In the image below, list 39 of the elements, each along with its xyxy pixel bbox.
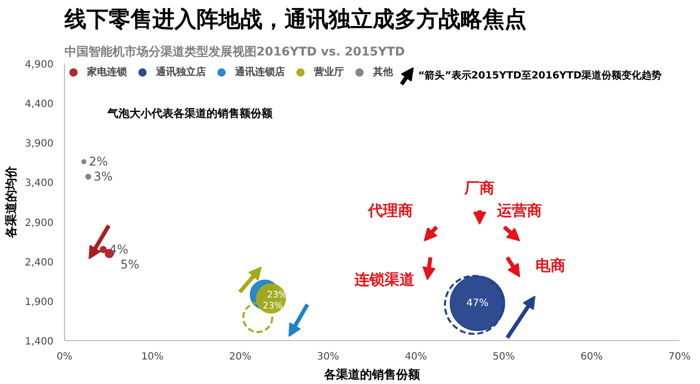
- legend-label: 其他: [373, 66, 393, 79]
- annotation: 4%: [109, 242, 128, 256]
- legend-label: 营业厅: [314, 66, 344, 79]
- y-axis-title: 各渠道的均价: [4, 165, 18, 239]
- annotation: 3%: [94, 170, 113, 184]
- legend-label: 家电连锁: [87, 65, 127, 79]
- y-tick-label: 4,900: [24, 60, 54, 70]
- y-tick-label: 3,400: [24, 178, 54, 190]
- chart-subtitle: 中国智能机市场分渠道类型发展视图2016YTD vs. 2015YTD: [64, 44, 405, 58]
- y-tick-label: 1,900: [24, 296, 54, 308]
- annotation: 23%: [262, 302, 284, 312]
- y-tick-label: 4,400: [24, 99, 54, 110]
- x-tick-label: 10%: [141, 352, 164, 362]
- annotation: 连锁渠道: [353, 270, 416, 289]
- x-axis-title: 各渠道的销售份额: [323, 368, 421, 382]
- x-tick-label: 40%: [404, 352, 428, 362]
- annotation: 电商: [535, 256, 566, 275]
- annotation: “箭头”表示2015YTD至2016YTD渠道份额变化趋势: [418, 69, 662, 82]
- x-tick-label: 60%: [580, 352, 603, 362]
- y-tick-label: 2,400: [24, 257, 54, 268]
- annotation: 运营商: [496, 201, 542, 220]
- y-tick-label: 1,400: [24, 336, 54, 348]
- annotation: 代理商: [366, 201, 413, 220]
- annotation: 5%: [120, 257, 140, 272]
- annotation: 2%: [88, 154, 108, 169]
- y-tick-label: 2,900: [24, 218, 54, 229]
- y-tick-label: 3,900: [24, 138, 54, 150]
- x-tick-label: 20%: [229, 352, 252, 362]
- annotation: 47%: [466, 298, 489, 309]
- annotation: 气泡大小代表各渠道的销售额份额: [106, 106, 274, 120]
- legend-label: 通讯连锁店: [235, 65, 285, 79]
- x-tick-label: 0%: [56, 352, 72, 362]
- legend-label: 通讯独立店: [156, 65, 206, 79]
- x-tick-label: 50%: [492, 352, 515, 362]
- chart-title: 线下零售进入阵地战，通讯独立成多方战略焦点: [64, 6, 526, 32]
- annotation: 23%: [266, 290, 288, 301]
- annotation: 厂商: [464, 179, 495, 198]
- x-tick-label: 70%: [668, 352, 691, 362]
- x-tick-label: 30%: [316, 352, 340, 362]
